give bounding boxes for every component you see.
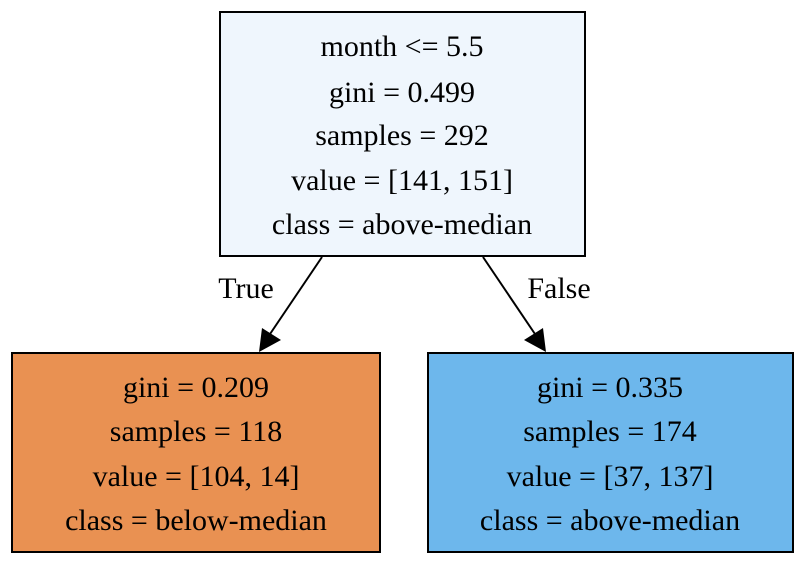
right-samples: samples = 174: [523, 415, 697, 448]
right-value: value = [37, 137]: [507, 460, 714, 493]
root-class: class = above-median: [272, 208, 532, 241]
root-gini: gini = 0.499: [329, 76, 475, 109]
left-leaf-box: [11, 352, 381, 553]
edge-false: [482, 256, 546, 352]
edge-label-false: False: [527, 272, 590, 305]
right-leaf-node: gini = 0.335 samples = 174 value = [37, …: [427, 352, 794, 553]
left-value: value = [104, 14]: [93, 460, 300, 493]
edge-true: [259, 256, 323, 352]
root-node-box: [219, 11, 586, 257]
edge-label-true: True: [218, 272, 274, 305]
root-node: month <= 5.5 gini = 0.499 samples = 292 …: [219, 11, 586, 257]
root-value: value = [141, 151]: [291, 164, 513, 197]
root-samples: samples = 292: [315, 119, 489, 152]
right-class: class = above-median: [480, 504, 740, 537]
root-split-condition: month <= 5.5: [320, 30, 483, 63]
left-leaf-node: gini = 0.209 samples = 118 value = [104,…: [11, 352, 381, 553]
right-gini: gini = 0.335: [537, 371, 683, 404]
right-leaf-box: [427, 352, 794, 553]
left-samples: samples = 118: [110, 415, 282, 448]
left-gini: gini = 0.209: [123, 371, 269, 404]
left-class: class = below-median: [65, 504, 327, 537]
